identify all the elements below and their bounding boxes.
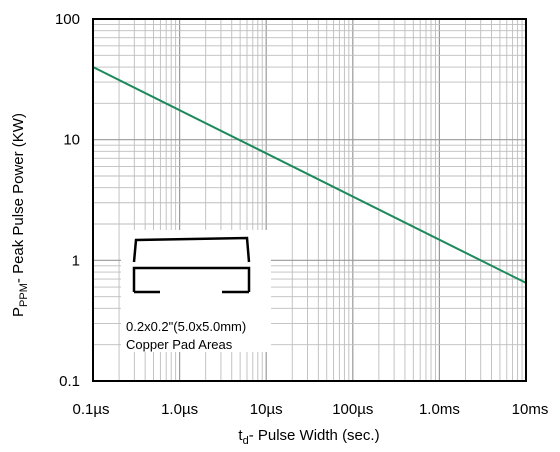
x-tick-label: 1.0µs [161,401,198,418]
annotation-pad-size: 0.2x0.2"(5.0x5.0mm) [126,319,246,334]
x-tick-label: 10µs [250,401,283,418]
x-tick-label: 0.1µs [73,401,110,418]
copper-pad-drawing [132,236,251,294]
y-axis-label: PPPM- Peak Pulse Power (KW) [10,113,30,317]
y-axis-label-main: P [10,307,27,317]
pad-top-outline [132,236,251,263]
x-tick-label: 1.0ms [419,401,460,418]
y-axis-label-rest: - Peak Pulse Power (KW) [10,113,27,283]
y-axis-label-subscript: PPM [18,283,30,307]
x-axis-label: td- Pulse Width (sec.) [238,427,379,447]
x-tick-label: 100µs [332,401,373,418]
x-axis-label-rest: - Pulse Width (sec.) [249,427,380,444]
x-axis-label-main: t [238,427,243,444]
x-tick-label: 10ms [512,401,549,418]
series-line [92,66,527,284]
y-tick-label: 100 [55,11,80,28]
x-tick-labels: 0.1µs 1.0µs 10µs 100µs 1.0ms 10ms [73,401,549,418]
y-tick-label: 0.1 [59,373,80,390]
x-axis-label-subscript: d [243,435,249,447]
y-tick-label: 1 [72,252,80,269]
y-tick-label: 10 [63,132,80,149]
annotation-pad-label: Copper Pad Areas [126,337,233,352]
inset-annotation: 0.2x0.2"(5.0x5.0mm) Copper Pad Areas [121,230,271,352]
plot-frame [92,18,527,382]
y-tick-labels: 100 10 1 0.1 [55,11,80,390]
pad-middle-outline [132,266,251,292]
